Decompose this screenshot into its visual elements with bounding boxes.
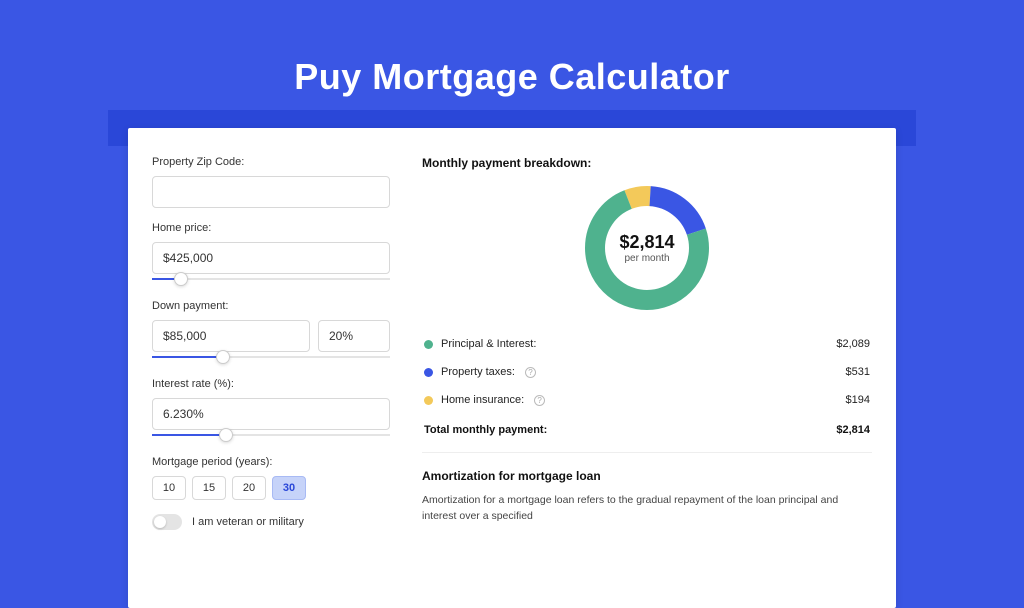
amortization-text: Amortization for a mortgage loan refers … <box>422 493 872 525</box>
legend: Principal & Interest: $2,089 Property taxe… <box>422 330 872 414</box>
legend-value-property_taxes: $531 <box>846 366 870 378</box>
donut-wrap: $2,814 per month <box>422 174 872 330</box>
info-icon[interactable]: ? <box>525 367 536 378</box>
down-payment-percent-input[interactable] <box>318 320 390 352</box>
veteran-toggle[interactable] <box>152 514 182 530</box>
interest-rate-slider[interactable] <box>152 428 390 442</box>
calculator-card: Property Zip Code: Home price: Down paym… <box>128 128 896 608</box>
home-price-input[interactable] <box>152 242 390 274</box>
down-payment-field: Down payment: <box>152 300 390 364</box>
legend-row-property_taxes: Property taxes:? $531 <box>422 358 872 386</box>
legend-dot-property_taxes <box>424 368 433 377</box>
home-price-label: Home price: <box>152 222 390 234</box>
breakdown-title: Monthly payment breakdown: <box>422 156 872 170</box>
legend-row-home_insurance: Home insurance:? $194 <box>422 386 872 414</box>
mortgage-period-label: Mortgage period (years): <box>152 456 390 468</box>
period-option-10[interactable]: 10 <box>152 476 186 500</box>
legend-value-home_insurance: $194 <box>846 394 870 406</box>
legend-row-principal_interest: Principal & Interest: $2,089 <box>422 330 872 358</box>
amortization-title: Amortization for mortgage loan <box>422 469 872 483</box>
down-payment-slider[interactable] <box>152 350 390 364</box>
veteran-label: I am veteran or military <box>192 516 304 528</box>
zip-label: Property Zip Code: <box>152 156 390 168</box>
veteran-row: I am veteran or military <box>152 514 390 530</box>
donut-center-sub: per month <box>619 253 674 264</box>
interest-rate-field: Interest rate (%): <box>152 378 390 442</box>
page-title: Puy Mortgage Calculator <box>0 0 1024 122</box>
legend-dot-principal_interest <box>424 340 433 349</box>
zip-field: Property Zip Code: <box>152 156 390 208</box>
interest-rate-label: Interest rate (%): <box>152 378 390 390</box>
total-label: Total monthly payment: <box>424 424 547 436</box>
legend-label-property_taxes: Property taxes: <box>441 366 515 378</box>
period-option-20[interactable]: 20 <box>232 476 266 500</box>
legend-label-principal_interest: Principal & Interest: <box>441 338 536 350</box>
mortgage-period-field: Mortgage period (years): 10152030 <box>152 456 390 500</box>
period-option-15[interactable]: 15 <box>192 476 226 500</box>
divider <box>422 452 872 453</box>
donut-chart: $2,814 per month <box>583 184 711 312</box>
interest-rate-input[interactable] <box>152 398 390 430</box>
breakdown-column: Monthly payment breakdown: $2,814 per mo… <box>422 156 872 580</box>
zip-input[interactable] <box>152 176 390 208</box>
legend-label-home_insurance: Home insurance: <box>441 394 524 406</box>
down-payment-label: Down payment: <box>152 300 390 312</box>
total-value: $2,814 <box>836 424 870 436</box>
info-icon[interactable]: ? <box>534 395 545 406</box>
donut-center-amount: $2,814 <box>619 232 674 253</box>
home-price-slider[interactable] <box>152 272 390 286</box>
legend-value-principal_interest: $2,089 <box>836 338 870 350</box>
form-column: Property Zip Code: Home price: Down paym… <box>152 156 390 580</box>
home-price-field: Home price: <box>152 222 390 286</box>
amortization-section: Amortization for mortgage loan Amortizat… <box>422 469 872 525</box>
total-row: Total monthly payment: $2,814 <box>422 414 872 450</box>
down-payment-amount-input[interactable] <box>152 320 310 352</box>
legend-dot-home_insurance <box>424 396 433 405</box>
period-option-30[interactable]: 30 <box>272 476 306 500</box>
